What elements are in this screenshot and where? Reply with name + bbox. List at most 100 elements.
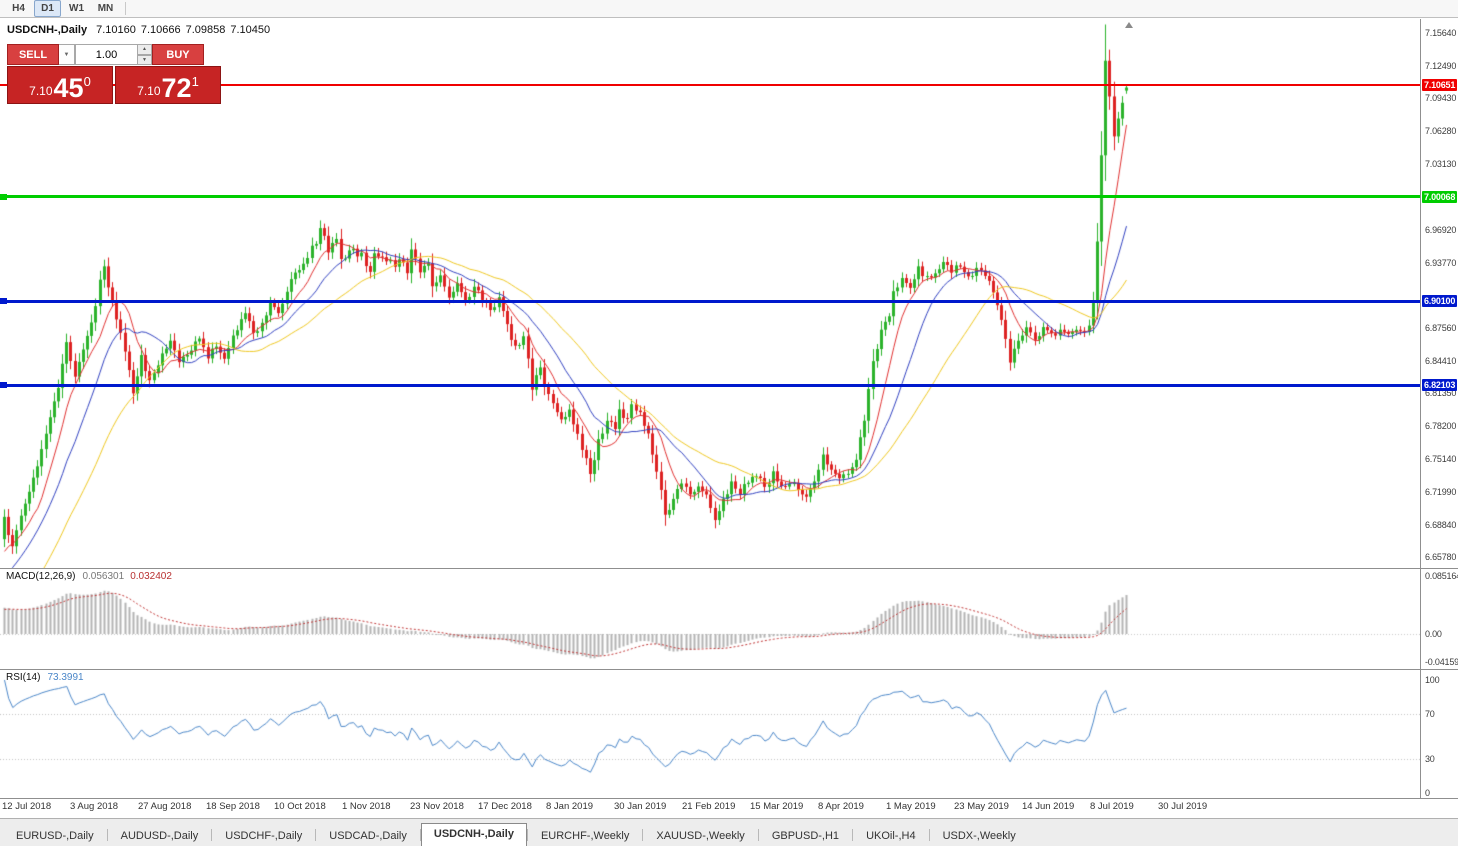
rsi-axis-tick: 100 — [1425, 675, 1440, 685]
pane-splitter-macd[interactable] — [0, 568, 1458, 569]
date-axis-label: 23 May 2019 — [954, 801, 1009, 812]
line-anchor-marker[interactable] — [0, 298, 7, 304]
chart-tab-ukoil-h4[interactable]: UKOil-,H4 — [866, 830, 916, 842]
chart-shift-marker-icon — [1125, 22, 1133, 28]
volume-stepper: ▲ ▼ — [138, 44, 152, 65]
buy-price-pips: 72 — [161, 73, 192, 103]
tab-separator — [315, 829, 317, 841]
price-line-axis-label: 7.00068 — [1422, 190, 1458, 203]
tab-separator — [419, 829, 421, 841]
date-axis-label: 3 Aug 2018 — [70, 801, 119, 812]
date-axis-label: 30 Jan 2019 — [614, 801, 667, 812]
tab-separator — [642, 829, 644, 841]
date-axis-label: 27 Aug 2018 — [138, 801, 192, 812]
tab-separator — [106, 829, 108, 841]
line-anchor-marker[interactable] — [0, 194, 7, 200]
ohlc-low: 7.09858 — [185, 24, 226, 36]
rsi-axis-tick: 0 — [1425, 788, 1430, 798]
chart-tab-eurusd-daily[interactable]: EURUSD-,Daily — [16, 830, 94, 842]
timeframe-button-mn[interactable]: MN — [97, 3, 114, 14]
chart-tab-audusd-daily[interactable]: AUDUSD-,Daily — [120, 830, 199, 842]
horizontal-line-7.10651[interactable] — [0, 84, 1420, 86]
price-axis-tick: 7.06280 — [1425, 126, 1457, 137]
price-axis-tick: 6.78200 — [1425, 421, 1457, 432]
horizontal-line-6.82103[interactable] — [0, 384, 1420, 387]
chart-tab-usdx-weekly[interactable]: USDX-,Weekly — [942, 830, 1016, 842]
buy-price-point: 1 — [191, 74, 199, 89]
timeframe-button-d1[interactable]: D1 — [34, 0, 61, 17]
price-line-axis-label: 7.10651 — [1422, 79, 1458, 92]
date-axis-label: 15 Mar 2019 — [750, 801, 804, 812]
timeframe-toolbar: H4 D1 W1 MN — [0, 0, 1458, 18]
macd-axis-tick: 0.00 — [1425, 629, 1442, 639]
date-axis-label: 23 Nov 2018 — [410, 801, 464, 812]
rsi-title: RSI(14) — [6, 672, 41, 683]
timeframe-button-h4[interactable]: H4 — [12, 3, 25, 14]
chart-tab-xauusd-weekly[interactable]: XAUUSD-,Weekly — [656, 830, 745, 842]
tab-separator — [928, 829, 930, 841]
chart-tab-bar: EURUSD-,Daily AUDUSD-,Daily USDCHF-,Daily U… — [0, 818, 1458, 846]
date-axis-label: 18 Sep 2018 — [206, 801, 260, 812]
price-axis-tick: 6.81350 — [1425, 388, 1457, 399]
price-axis-tick: 6.71990 — [1425, 486, 1457, 497]
one-click-price-row: 7.10 45 0 7.10 72 1 — [7, 66, 221, 104]
price-axis-tick: 6.75140 — [1425, 453, 1457, 464]
price-line-axis-label: 6.90100 — [1422, 295, 1458, 308]
price-line-axis-label: 6.82103 — [1422, 379, 1458, 392]
price-axis-tick: 7.15640 — [1425, 28, 1457, 38]
volume-up-button[interactable]: ▲ — [138, 44, 152, 55]
line-objects-layer — [0, 84, 1420, 388]
price-axis-tick: 6.96920 — [1425, 224, 1457, 235]
rsi-indicator-pane[interactable] — [0, 670, 1420, 798]
buy-price-base: 7.10 — [137, 84, 161, 98]
ohlc-close: 7.10450 — [230, 24, 271, 36]
date-axis-label: 8 Jul 2019 — [1090, 801, 1134, 812]
price-axis-tick: 7.12490 — [1425, 61, 1457, 72]
time-axis-border — [0, 798, 1458, 799]
macd-axis-tick: 0.085164 — [1425, 571, 1458, 581]
horizontal-line-6.90100[interactable] — [0, 300, 1420, 303]
macd-signal-value: 0.032402 — [130, 571, 172, 582]
date-axis-label: 1 May 2019 — [886, 801, 936, 812]
chart-tab-gbpusd-h1[interactable]: GBPUSD-,H1 — [771, 830, 840, 842]
macd-axis-tick: -0.04159 — [1425, 657, 1458, 668]
sell-price-base: 7.10 — [29, 84, 53, 98]
chart-tab-eurchf-weekly[interactable]: EURCHF-,Weekly — [540, 830, 630, 842]
chart-tab-usdchf-daily[interactable]: USDCHF-,Daily — [225, 830, 303, 842]
volume-preset-dropdown[interactable]: ▼ — [59, 44, 75, 65]
macd-indicator-pane[interactable] — [0, 569, 1420, 669]
line-anchor-marker[interactable] — [0, 382, 7, 388]
sell-price-panel[interactable]: 7.10 45 0 — [7, 66, 113, 104]
volume-input[interactable] — [75, 44, 138, 65]
date-axis-label: 1 Nov 2018 — [342, 801, 391, 812]
timeframe-button-w1[interactable]: W1 — [69, 3, 84, 14]
price-axis[interactable]: 7.15640 7.12490 7.09430 7.06280 7.03130 6.969… — [1420, 19, 1458, 798]
pane-splitter-rsi[interactable] — [0, 669, 1458, 670]
dropdown-arrow-icon: ▼ — [63, 51, 70, 58]
macd-main-value: 0.056301 — [82, 571, 125, 582]
buy-button[interactable]: BUY — [152, 44, 204, 65]
ohlc-open: 7.10160 — [96, 24, 136, 36]
chart-tab-usdcad-daily[interactable]: USDCAD-,Daily — [329, 830, 407, 842]
price-axis-tick: 6.84410 — [1425, 356, 1457, 367]
one-click-top-row: SELL ▼ ▲ ▼ BUY — [7, 44, 221, 65]
chart-tab-usdcnh-daily[interactable]: USDCNH-,Daily — [420, 823, 527, 846]
sell-price-point: 0 — [83, 74, 91, 89]
price-axis-tick: 6.87560 — [1425, 323, 1457, 334]
sell-button[interactable]: SELL — [7, 44, 59, 65]
rsi-value: 73.3991 — [47, 672, 84, 683]
ohlc-high: 7.10666 — [140, 24, 181, 36]
tab-separator — [852, 829, 854, 841]
tab-separator — [526, 829, 528, 841]
spinner-down-icon: ▼ — [142, 56, 147, 63]
sell-price-pips: 45 — [53, 73, 84, 103]
volume-down-button[interactable]: ▼ — [138, 54, 152, 65]
tab-separator — [211, 829, 213, 841]
rsi-label: RSI(14) 73.3991 — [6, 672, 84, 683]
main-price-chart[interactable] — [0, 19, 1420, 568]
buy-price-panel[interactable]: 7.10 72 1 — [115, 66, 221, 104]
horizontal-line-7.00068[interactable] — [0, 195, 1420, 198]
symbol-name: USDCNH-,Daily — [7, 24, 88, 36]
rsi-axis-tick: 70 — [1425, 708, 1435, 719]
